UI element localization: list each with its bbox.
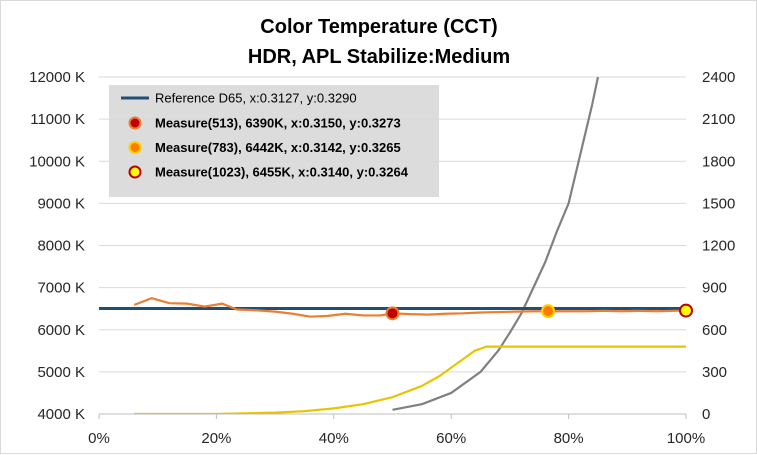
y-left-tick-label: 6000 K [37, 322, 85, 339]
y-right-tick-label: 2100 [702, 111, 735, 128]
y-left-tick-label: 8000 K [37, 238, 85, 255]
y-right-tick-label: 1800 [702, 153, 735, 170]
x-tick-label: 0% [88, 430, 110, 447]
legend-measure-swatch-1 [128, 141, 142, 154]
y-right-tick-label: 600 [702, 322, 727, 339]
measure-marker-0 [385, 306, 400, 321]
series-line-2 [392, 77, 600, 411]
y-left-tick-label: 10000 K [29, 153, 85, 170]
measure-marker-1 [541, 304, 556, 319]
x-tick-label: 40% [319, 430, 349, 447]
series-line-3 [134, 345, 686, 414]
y-right-tick-label: 1200 [702, 238, 735, 255]
y-right-tick-label: 300 [702, 364, 727, 381]
legend-reference-label: Reference D65, x:0.3127, y:0.3290 [155, 91, 357, 106]
legend-measure-label-0: Measure(513), 6390K, x:0.3150, y:0.3273 [155, 116, 401, 131]
chart-subtitle: HDR, APL Stabilize:Medium [248, 46, 510, 68]
y-right-tick-label: 0 [702, 406, 710, 423]
y-left-tick-label: 4000 K [37, 406, 85, 423]
x-tick-label: 80% [554, 430, 584, 447]
legend: Reference D65, x:0.3127, y:0.3290 Measure… [109, 85, 439, 197]
measure-marker-2 [679, 303, 693, 318]
y-left-tick-label: 11000 K [30, 111, 85, 128]
y-left-tick-label: 12000 K [29, 69, 85, 86]
y-right-tick-label: 1500 [702, 195, 735, 212]
x-tick-label: 20% [201, 430, 231, 447]
legend-measure-label-2: Measure(1023), 6455K, x:0.3140, y:0.3264 [155, 165, 409, 180]
series-line-1 [133, 297, 686, 318]
y-left-tick-label: 7000 K [37, 280, 85, 297]
y-right-tick-label: 900 [702, 280, 727, 297]
y-right-tick-label: 2400 [702, 69, 735, 86]
y-left-tick-label: 9000 K [37, 195, 85, 212]
legend-box [109, 85, 439, 197]
chart-title: Color Temperature (CCT) [260, 16, 497, 38]
y-left-tick-label: 5000 K [37, 364, 85, 381]
legend-measure-label-1: Measure(783), 6442K, x:0.3142, y:0.3265 [155, 140, 401, 155]
measure-markers [385, 303, 693, 321]
x-tick-label: 60% [436, 430, 466, 447]
legend-measure-swatch-0 [128, 116, 142, 130]
x-tick-label: 100% [667, 430, 705, 447]
legend-measure-swatch-2 [128, 165, 142, 179]
